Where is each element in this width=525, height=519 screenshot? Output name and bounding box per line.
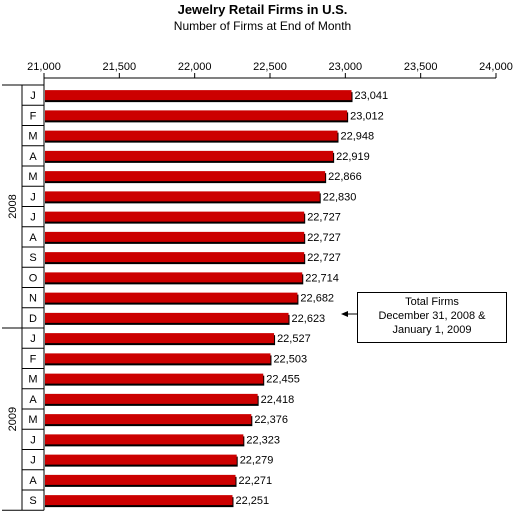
value-label: 23,012	[350, 110, 384, 122]
category-label: S	[29, 495, 36, 507]
value-label: 22,682	[300, 293, 334, 305]
value-label: 22,376	[254, 414, 288, 426]
bar	[45, 110, 348, 121]
category-label: M	[28, 414, 37, 426]
bar	[45, 454, 237, 465]
value-label: 22,948	[340, 131, 374, 143]
bar	[45, 474, 236, 485]
category-label: J	[30, 191, 36, 203]
bar	[45, 393, 258, 404]
x-tick-label: 23,000	[329, 61, 363, 73]
value-label: 22,503	[273, 353, 307, 365]
category-label: J	[30, 333, 36, 345]
category-label: A	[29, 394, 37, 406]
bar	[45, 231, 305, 242]
category-label: A	[29, 151, 37, 163]
category-label: F	[30, 110, 37, 122]
value-label: 22,323	[246, 434, 280, 446]
x-tick-label: 22,500	[253, 61, 287, 73]
axis-layer: 21,000 21,500 22,000 22,500 23,000 23,500 24,0…	[2, 61, 513, 511]
annotation-callout: Total Firms December 31, 2008 & January …	[357, 292, 507, 343]
chart-subtitle: Number of Firms at End of Month	[173, 19, 352, 33]
bar	[45, 130, 338, 141]
category-label: M	[28, 171, 37, 183]
value-label: 22,455	[266, 374, 300, 386]
value-label: 22,727	[307, 252, 341, 264]
annotation-arrow	[341, 311, 357, 317]
category-label: F	[30, 353, 37, 365]
x-tick-label: 24,000	[479, 61, 513, 73]
bar	[45, 353, 271, 364]
bar	[45, 414, 252, 425]
bar	[45, 90, 352, 101]
value-label: 22,727	[307, 212, 341, 224]
bar	[45, 495, 233, 506]
value-label: 22,919	[336, 151, 370, 163]
bar	[45, 252, 305, 263]
category-label: J	[30, 434, 36, 446]
bar	[45, 292, 298, 303]
category-label: J	[30, 212, 36, 224]
value-label: 22,251	[235, 495, 269, 507]
bar	[45, 150, 334, 161]
group-label: 2009	[7, 407, 19, 431]
value-label: 22,727	[307, 232, 341, 244]
value-label: 22,527	[277, 333, 311, 345]
annotation-line-3: January 1, 2009	[392, 324, 472, 336]
category-label: J	[30, 455, 36, 467]
bars-layer	[45, 90, 353, 508]
bar	[45, 312, 289, 323]
value-label: 22,279	[240, 455, 274, 467]
bar	[45, 191, 320, 202]
arrow-head	[341, 311, 348, 317]
value-label: 23,041	[355, 90, 389, 102]
category-label: M	[28, 131, 37, 143]
bar	[45, 171, 326, 182]
category-label: O	[29, 272, 38, 284]
bar	[45, 333, 275, 344]
category-label: D	[29, 313, 37, 325]
category-label: A	[29, 232, 37, 244]
annotation-line-2: December 31, 2008 &	[378, 310, 486, 322]
value-label: 22,830	[323, 191, 357, 203]
category-label: N	[29, 293, 37, 305]
x-tick-label: 22,000	[178, 61, 212, 73]
bar	[45, 434, 244, 445]
bar	[45, 373, 264, 384]
x-tick-label: 21,000	[27, 61, 61, 73]
bar	[45, 211, 305, 222]
x-tick-label: 21,500	[103, 61, 137, 73]
x-tick-label: 23,500	[404, 61, 438, 73]
chart-title: Jewelry Retail Firms in U.S.	[177, 2, 348, 17]
labels-layer: 2008 J 23,041 F 23,012 M 22,948 A 22,919 M 22,866 J…	[7, 90, 388, 507]
bar	[45, 272, 303, 283]
category-label: J	[30, 90, 36, 102]
value-label: 22,418	[261, 394, 295, 406]
annotation-line-1: Total Firms	[405, 296, 459, 308]
value-label: 22,271	[238, 475, 272, 487]
group-label: 2008	[7, 194, 19, 218]
value-label: 22,866	[328, 171, 362, 183]
category-label: S	[29, 252, 36, 264]
value-label: 22,714	[305, 272, 339, 284]
value-label: 22,623	[292, 313, 326, 325]
category-label: M	[28, 374, 37, 386]
category-label: A	[29, 475, 37, 487]
